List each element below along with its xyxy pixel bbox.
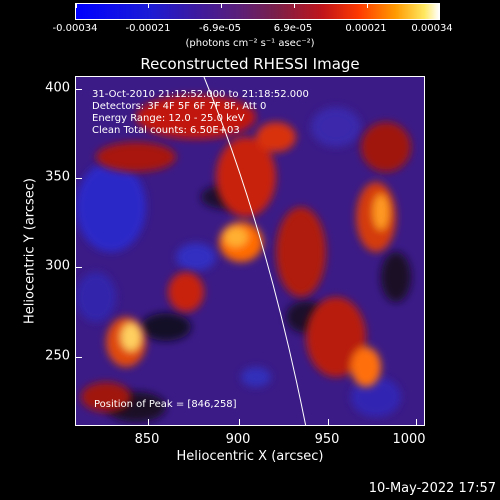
colorbar-tick-label: -0.00021	[125, 23, 171, 34]
y-tick-label: 300	[45, 258, 70, 274]
image-title: Reconstructed RHESSI Image	[140, 55, 360, 73]
colorbar-tick-label: 0.00034	[411, 23, 453, 34]
solar-image-plot: 31-Oct-2010 21:12:52.000 to 21:18:52.000…	[75, 76, 425, 426]
x-tick-label: 850	[134, 432, 160, 447]
y-tick-label: 250	[45, 348, 70, 364]
colorbar-tick-label: -0.00034	[52, 23, 98, 34]
x-tick-label: 1000	[392, 432, 426, 447]
y-tick	[76, 357, 82, 358]
observation-time: 31-Oct-2010 21:12:52.000 to 21:18:52.000	[92, 89, 309, 100]
x-tick	[416, 419, 417, 425]
colorbar	[75, 3, 440, 20]
colorbar-tick-label: 6.9e-05	[273, 23, 313, 34]
colorbar-tick-label: -6.9e-05	[199, 23, 241, 34]
x-axis-label: Heliocentric X (arcsec)	[176, 449, 324, 464]
x-tick	[239, 419, 240, 425]
peak-position: Position of Peak = [846,258]	[94, 399, 237, 410]
y-tick	[76, 178, 82, 179]
x-tick-label: 900	[225, 432, 251, 447]
detectors-info: Detectors: 3F 4F 5F 6F 7F 8F, Att 0	[92, 101, 267, 112]
solar-image	[76, 77, 424, 425]
energy-range: Energy Range: 12.0 - 25.0 keV	[92, 113, 245, 124]
colorbar-tick-label: 0.00021	[345, 23, 387, 34]
y-tick	[76, 89, 82, 90]
y-tick	[76, 267, 82, 268]
clean-counts: Clean Total counts: 6.50E+03	[92, 125, 240, 136]
x-tick	[148, 419, 149, 425]
x-tick	[328, 419, 329, 425]
x-tick-label: 950	[314, 432, 340, 447]
colorbar-units: (photons cm⁻² s⁻¹ asec⁻²)	[185, 38, 315, 49]
y-axis-label: Heliocentric Y (arcsec)	[22, 178, 38, 324]
solar-limb-line	[203, 77, 307, 425]
y-tick-label: 400	[45, 80, 70, 96]
footer-date: 10-May-2022 17:57	[368, 481, 496, 496]
y-tick-label: 350	[45, 169, 70, 185]
